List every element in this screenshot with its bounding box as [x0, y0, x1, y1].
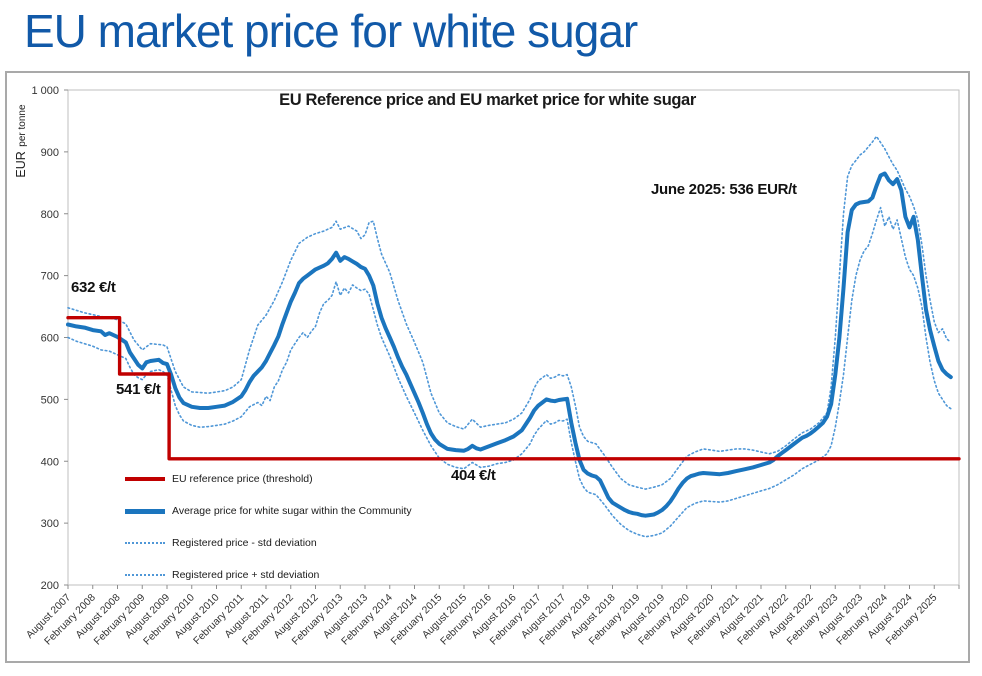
dotted-line-swatch-icon	[125, 574, 165, 576]
y-tick-label: 900	[41, 147, 59, 159]
legend-item-reference-price: EU reference price (threshold)	[125, 463, 412, 495]
y-tick-label: 600	[41, 333, 59, 345]
blue-line-swatch-icon	[125, 508, 165, 514]
y-tick-label: 500	[41, 394, 59, 406]
annotation-404: 404 €/t	[451, 467, 496, 484]
legend-item-minus-std: Registered price - std deviation	[125, 527, 412, 559]
chart-title: EU Reference price and EU market price f…	[279, 91, 696, 109]
annotation-june-2025: June 2025: 536 EUR/t	[651, 181, 797, 198]
series-line-2	[67, 206, 952, 538]
y-tick-label: 700	[41, 271, 59, 283]
y-tick-label: 1 000	[31, 85, 59, 97]
series-line-3	[67, 135, 952, 490]
legend-item-average-price: Average price for white sugar within the…	[125, 495, 412, 527]
dotted-line-swatch-icon	[125, 542, 165, 544]
chart-legend: EU reference price (threshold) Average p…	[125, 463, 412, 591]
legend-label: Average price for white sugar within the…	[172, 505, 412, 517]
legend-item-plus-std: Registered price + std deviation	[125, 559, 412, 591]
y-tick-label: 300	[41, 518, 59, 530]
legend-label: Registered price - std deviation	[172, 537, 317, 549]
annotation-632: 632 €/t	[71, 279, 116, 296]
y-tick-label: 200	[41, 580, 59, 592]
chart-panel: EU Reference price and EU market price f…	[5, 71, 970, 663]
legend-label: Registered price + std deviation	[172, 569, 320, 581]
y-tick-label: 800	[41, 209, 59, 221]
annotation-541: 541 €/t	[116, 381, 161, 398]
legend-label: EU reference price (threshold)	[172, 473, 313, 485]
series-line-0	[66, 315, 961, 461]
red-line-swatch-icon	[125, 477, 165, 481]
page-title: EU market price for white sugar	[24, 5, 638, 57]
y-tick-label: 400	[41, 456, 59, 468]
series-line-1	[66, 171, 953, 518]
